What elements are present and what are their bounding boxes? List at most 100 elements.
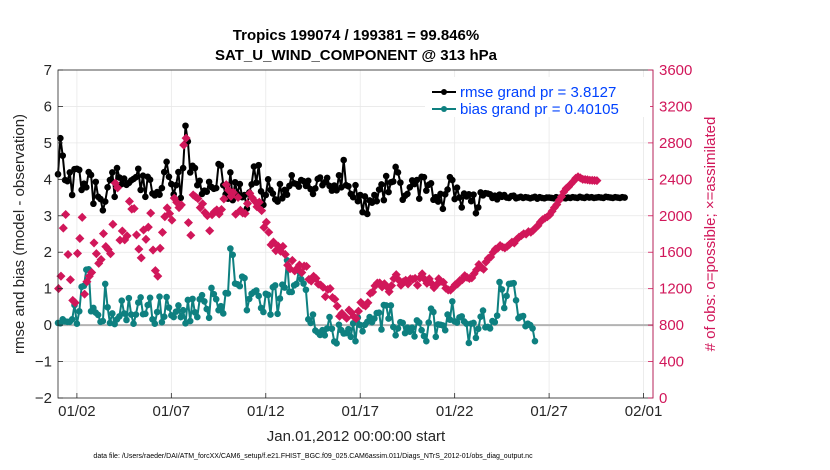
bias-point [104,303,111,311]
assimilated-count-marker [533,221,543,231]
assimilated-count-marker [353,306,363,316]
bias-point [163,293,170,301]
bias-point [132,311,140,318]
assimilated-count-marker [103,244,113,254]
rmse-point [444,186,451,193]
rmse-point [59,152,67,159]
rmse-point [163,158,170,166]
rmse-point [165,173,173,181]
rmse-point [354,197,362,205]
assimilated-count-marker [320,292,330,302]
bias-point [130,320,137,327]
bias-point [101,280,109,288]
rmse-point [467,197,475,205]
bias-point [153,308,161,316]
bias-point [430,308,437,316]
y2-tick-label: 2800 [659,135,692,152]
rmse-point [172,181,180,189]
rmse-point [420,173,428,181]
bias-point [302,286,310,294]
rmse-point [120,175,128,182]
rmse-point [382,172,390,180]
rmse-point [323,174,331,182]
assimilated-count-marker [221,180,231,190]
bias-point [203,305,211,313]
assimilated-count-marker [552,200,562,210]
assimilated-count-marker [351,313,361,323]
rmse-point [257,188,265,195]
bias-point [491,318,499,326]
y-tick-label: 0 [44,317,52,334]
bias-point [165,304,173,311]
bias-point [288,288,296,296]
rmse-point [349,193,357,201]
chart-subtitle: SAT_U_WIND_COMPONENT @ 313 hPa [215,47,498,64]
assimilated-count-marker [75,233,85,243]
y2-axis-label: # of obs: o=possible; ×=assimilated [702,117,719,352]
rmse-point [312,185,319,192]
rmse-point [137,186,144,194]
bias-point [276,295,284,302]
assimilated-count-marker [63,249,73,260]
rmse-point [134,165,142,173]
rmse-point [434,198,442,205]
bias-point [236,282,244,290]
rmse-point [196,177,203,185]
bias-point [347,333,355,341]
rmse-point [217,162,225,169]
rmse-point [182,122,189,130]
assimilated-count-marker [98,229,108,239]
rmse-point [276,180,284,188]
bias-point [186,317,194,325]
bias-point [208,284,215,292]
rmse-point [101,198,109,205]
bias-point [394,325,402,332]
assimilated-count-marker [96,254,106,265]
assimilated-count-marker [134,244,144,254]
assimilated-count-marker [332,301,342,311]
rmse-point [104,184,111,191]
rmse-point [92,178,100,186]
rmse-point [427,180,435,187]
rmse-point [212,184,220,192]
y2-tick-label: 1200 [659,281,692,298]
bias-point [529,325,536,332]
bias-point [194,313,201,321]
bias-point [496,278,503,286]
assimilated-count-marker [113,183,123,193]
assimilated-count-marker [547,206,557,216]
rmse-point [340,156,347,164]
assimilated-count-marker [205,226,215,236]
assimilated-count-marker [167,215,177,225]
assimilated-count-marker [70,298,80,308]
bias-point [371,315,378,322]
assimilated-count-marker [176,200,186,210]
bias-point [179,306,187,314]
bias-point [333,340,340,347]
footnote: data file: /Users/raeder/DAI/ATM_forcXX/… [93,453,533,460]
assimilated-count-marker [325,284,335,294]
bias-point [201,298,208,305]
rmse-point [397,179,404,186]
y-tick-label: 4 [44,171,52,188]
rmse-point [474,204,482,211]
bias-point [94,311,102,319]
bias-point [432,333,440,341]
bias-point [189,295,196,303]
bias-point [493,312,501,319]
assimilated-count-marker [155,243,165,253]
rmse-point [394,169,402,176]
rmse-point [68,191,76,199]
bias-point [498,286,506,293]
assimilated-count-marker [438,277,448,287]
y2-tick-label: 0 [659,390,667,407]
rmse-point [283,191,291,198]
rmse-point [361,193,369,200]
y2-tick-label: 800 [659,317,684,334]
x-axis-label: Jan.01,2012 00:00:00 start [267,428,446,445]
bias-point [156,293,163,300]
bias-point [170,313,177,321]
chart-title: Tropics 199074 / 199381 = 99.846% [233,27,479,44]
bias-point [307,319,314,327]
